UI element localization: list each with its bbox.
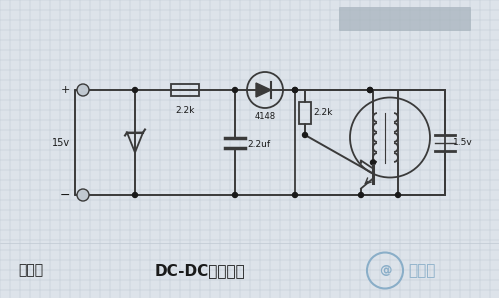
- Circle shape: [302, 133, 307, 137]
- Text: DC-DC升压电路: DC-DC升压电路: [155, 263, 246, 278]
- Circle shape: [133, 193, 138, 198]
- Text: +: +: [60, 85, 70, 95]
- Circle shape: [292, 88, 297, 92]
- Circle shape: [233, 88, 238, 92]
- Bar: [171, 84, 199, 96]
- Circle shape: [358, 193, 363, 198]
- Circle shape: [77, 84, 89, 96]
- Text: 2.2k: 2.2k: [313, 108, 332, 117]
- Text: 2.2k: 2.2k: [175, 106, 195, 115]
- Text: 15v: 15v: [52, 137, 70, 148]
- Text: 日月辰: 日月辰: [408, 263, 435, 278]
- Circle shape: [292, 193, 297, 198]
- Text: 示例图: 示例图: [18, 263, 43, 277]
- Text: 1.5v: 1.5v: [453, 138, 473, 147]
- FancyBboxPatch shape: [339, 7, 471, 31]
- Circle shape: [367, 88, 372, 92]
- Circle shape: [233, 193, 238, 198]
- Circle shape: [367, 88, 372, 92]
- Text: 2.2uf: 2.2uf: [247, 140, 270, 149]
- Text: −: −: [59, 189, 70, 201]
- Bar: [295, 90, 445, 195]
- Circle shape: [370, 160, 376, 165]
- Bar: [299, 102, 311, 123]
- Polygon shape: [256, 83, 271, 97]
- Text: 4148: 4148: [254, 112, 275, 121]
- Circle shape: [292, 88, 297, 92]
- Circle shape: [396, 193, 401, 198]
- Circle shape: [133, 88, 138, 92]
- Circle shape: [77, 189, 89, 201]
- Text: @: @: [379, 264, 391, 277]
